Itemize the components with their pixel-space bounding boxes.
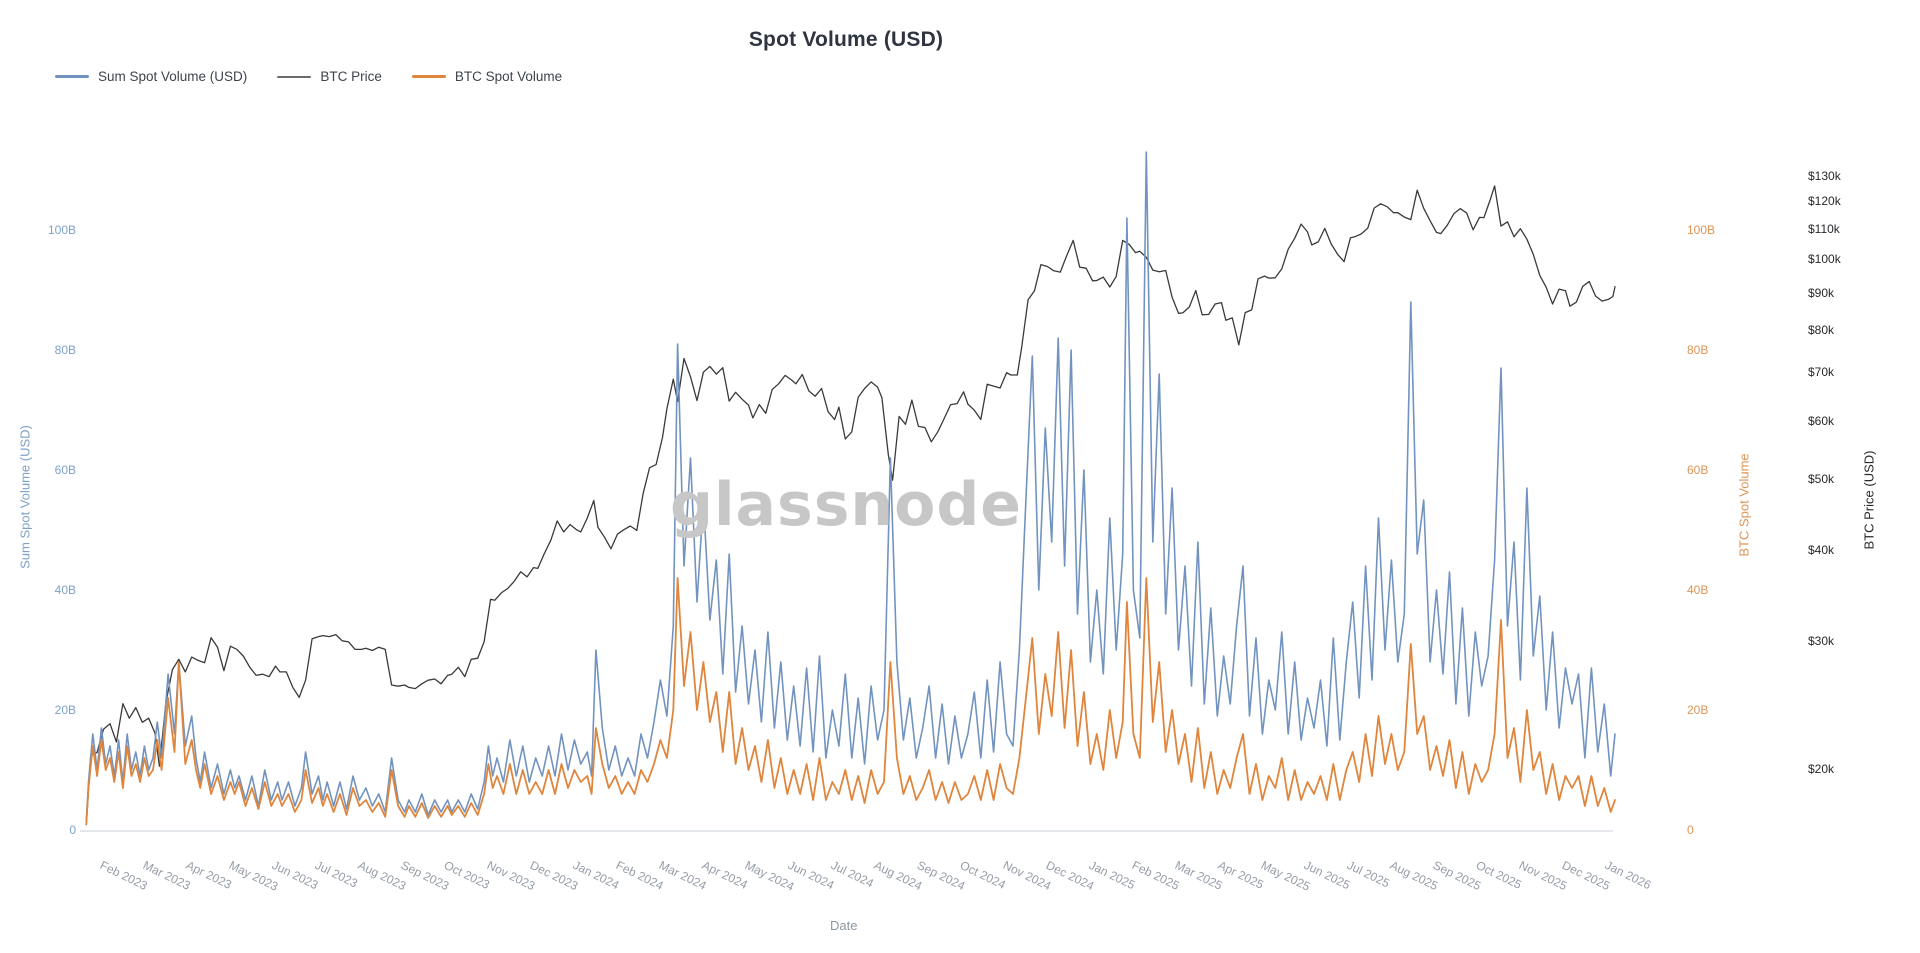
price-tick-label: $130k <box>1808 169 1841 183</box>
legend-label: Sum Spot Volume (USD) <box>98 69 248 84</box>
right-volume-axis-title: BTC Spot Volume <box>1736 453 1752 557</box>
price-tick-label: $20k <box>1808 762 1835 777</box>
x-axis-title: Date <box>830 918 858 933</box>
legend-item-btc-price[interactable]: BTC Price <box>277 69 382 84</box>
left-axis-tick-label: 20B <box>54 703 76 717</box>
legend-label: BTC Spot Volume <box>454 69 563 84</box>
right-volume-tick-label: 40B <box>1687 583 1709 597</box>
left-axis-tick-label: 40B <box>54 583 76 597</box>
right-volume-tick-label: 80B <box>1687 343 1709 357</box>
price-tick-label: $30k <box>1808 633 1835 648</box>
legend-swatch-btc-price-icon <box>277 75 312 78</box>
left-axis-tick-label: 60B <box>54 463 76 477</box>
glassnode-watermark: glassnode <box>669 470 1023 540</box>
sum-spot-volume-line <box>85 151 1616 822</box>
legend-item-sum-spot-volume[interactable]: Sum Spot Volume (USD) <box>55 69 247 84</box>
right-volume-tick-label: 0 <box>1687 823 1694 837</box>
left-axis-tick-label: 80B <box>54 343 76 357</box>
price-tick-label: $50k <box>1808 471 1835 486</box>
price-tick-label: $90k <box>1808 285 1835 300</box>
price-tick-label: $40k <box>1808 542 1835 557</box>
price-tick-label: $110k <box>1808 221 1840 236</box>
price-tick-label: $60k <box>1808 414 1835 429</box>
left-axis-tick-label: 0 <box>69 823 76 837</box>
price-tick-label: $70k <box>1808 365 1835 380</box>
right-volume-tick-label: 60B <box>1687 463 1709 477</box>
legend-swatch-sum-spot-volume-icon <box>55 75 89 78</box>
legend: Sum Spot Volume (USD) BTC Price BTC Spot… <box>55 69 562 84</box>
chart-title: Spot Volume (USD) <box>748 28 944 51</box>
legend-item-btc-spot-volume[interactable]: BTC Spot Volume <box>411 69 563 84</box>
left-axis-tick-label: 100B <box>47 223 76 237</box>
btc-price-line <box>85 185 1616 826</box>
btc-spot-volume-line <box>85 577 1616 825</box>
price-tick-label: $80k <box>1808 322 1835 337</box>
left-axis-title: Sum Spot Volume (USD) <box>17 425 33 569</box>
legend-swatch-btc-spot-volume-icon <box>411 75 446 78</box>
right-volume-tick-label: 20B <box>1687 703 1709 717</box>
right-volume-tick-label: 100B <box>1687 223 1716 237</box>
right-price-axis-title: BTC Price (USD) <box>1861 450 1877 550</box>
price-tick-label: $120k <box>1808 194 1841 209</box>
legend-label: BTC Price <box>320 69 382 84</box>
price-tick-label: $100k <box>1808 252 1841 267</box>
